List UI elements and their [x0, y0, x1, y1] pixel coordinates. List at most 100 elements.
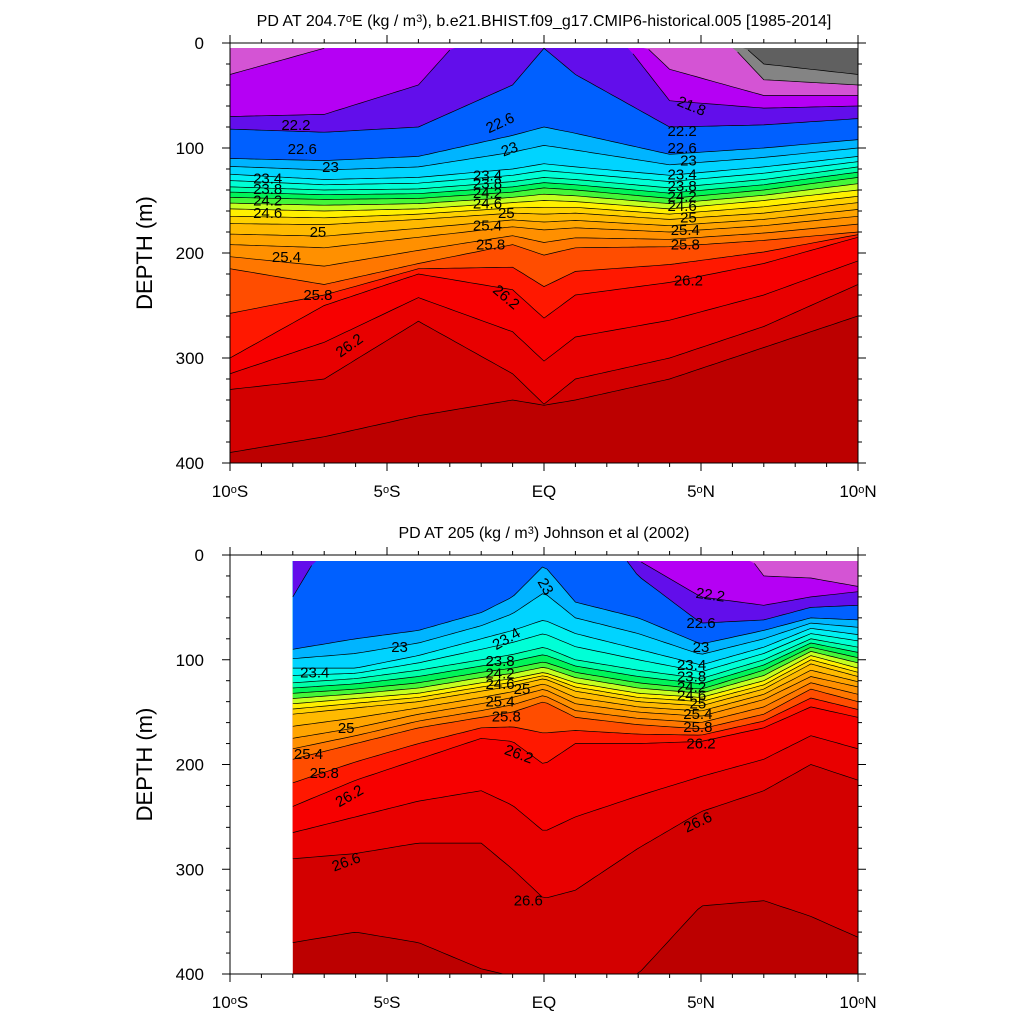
isopycnal-line — [230, 47, 858, 133]
contour-label: 24.2 — [485, 665, 514, 682]
contour-label: 24.6 — [473, 196, 502, 213]
y-tick-label: 200 — [176, 244, 204, 263]
isopycnal-line — [641, 561, 858, 606]
isopycnal-line — [292, 651, 858, 699]
contour-label: 24.2 — [677, 679, 706, 696]
x-tick-label: 5oS — [374, 993, 401, 1012]
x-tick-label: EQ — [532, 482, 557, 501]
contour-label: 24.6 — [253, 205, 282, 222]
isopycnal-line — [230, 236, 858, 359]
contour-label: 25 — [690, 696, 707, 713]
isopycnal-line — [230, 315, 858, 453]
isopycnal-line — [292, 764, 858, 899]
y-tick-label: 200 — [176, 756, 204, 775]
model-panel: 21.822.222.62323.423.824.224.62525.425.8… — [132, 13, 877, 501]
contour-label: 24.2 — [253, 193, 282, 210]
contour-label: 23.4 — [253, 170, 282, 187]
isopycnal-line — [292, 735, 858, 833]
isopycnal-line — [292, 642, 858, 689]
contour-label: 24.2 — [473, 185, 502, 202]
contour-label: 25.8 — [310, 765, 339, 782]
isopycnal-line — [230, 260, 858, 375]
isopycnal-line — [230, 231, 858, 285]
isopycnal-line — [230, 47, 858, 96]
x-tick-label: 5oN — [687, 993, 715, 1012]
y-tick-label: 300 — [176, 860, 204, 879]
contour-label: 25.4 — [272, 249, 301, 266]
isopycnal-line — [230, 189, 858, 212]
isopycnal-line — [292, 688, 858, 760]
contour-label: 25.4 — [485, 694, 514, 711]
isopycnal-line — [230, 145, 858, 171]
isopycnal-line — [230, 166, 858, 191]
isopycnal-line — [230, 183, 858, 206]
contour-label: 23 — [693, 639, 710, 656]
density-band — [292, 561, 858, 606]
contour-label: 25.4 — [473, 218, 502, 235]
contour-label: 25.8 — [303, 287, 332, 304]
contour-label: 24.6 — [485, 676, 514, 693]
isopycnal-line — [292, 646, 858, 694]
isopycnal-line — [292, 593, 858, 660]
isopycnal-line — [230, 234, 858, 314]
isopycnal-line — [230, 126, 858, 161]
contour-label: 23.8 — [485, 653, 514, 670]
isopycnal-line — [230, 202, 858, 225]
contour-label: 23 — [322, 159, 339, 176]
contour-label: 22.6 — [288, 141, 317, 158]
contour-label: 25.8 — [476, 237, 505, 254]
contour-label: 25 — [514, 681, 531, 698]
isopycnal-line — [292, 697, 858, 784]
x-tick-label: 10oS — [212, 482, 248, 501]
isopycnal-line — [230, 209, 858, 237]
y-tick-label: 400 — [176, 454, 204, 473]
panel-title: PD AT 205 (kg / m3) Johnson et al (2002) — [398, 525, 689, 542]
contour-label: 25 — [680, 209, 697, 226]
isopycnal-line — [292, 900, 858, 974]
isopycnal-line — [292, 620, 858, 669]
contour-label: 23.8 — [473, 176, 502, 193]
x-tick-label: 10oS — [212, 993, 248, 1012]
isopycnal-line — [292, 655, 858, 705]
contour-label: 25.8 — [683, 719, 712, 736]
contour-label: 25.4 — [294, 746, 323, 763]
isopycnal-line — [230, 177, 858, 200]
y-tick-label: 300 — [176, 349, 204, 368]
contour-label: 22.6 — [686, 615, 715, 632]
contour-label: 23.8 — [668, 178, 697, 195]
contour-label: 25.4 — [671, 222, 700, 239]
contour-label: 25 — [498, 205, 515, 222]
x-tick-label: 10oN — [839, 993, 876, 1012]
contour-label: 23.8 — [677, 669, 706, 686]
contour-label: 24.6 — [677, 687, 706, 704]
y-tick-label: 400 — [176, 965, 204, 984]
density-band — [230, 48, 858, 96]
isopycnal-line — [292, 676, 858, 739]
y-axis-label: DEPTH (m) — [132, 708, 157, 822]
isopycnal-line — [292, 566, 858, 650]
y-tick-label: 0 — [195, 546, 204, 565]
contour-label: 26.6 — [514, 893, 543, 910]
isopycnal-line — [230, 49, 858, 117]
y-tick-label: 0 — [195, 34, 204, 53]
contour-label: 25.8 — [671, 237, 700, 254]
density-band — [230, 48, 858, 75]
x-tick-label: EQ — [532, 993, 557, 1012]
contour-label: 23.4 — [668, 166, 697, 183]
contour-field: 21.822.222.62323.423.824.224.62525.425.8… — [230, 43, 858, 463]
isopycnal-line — [292, 669, 858, 727]
y-axis-label: DEPTH (m) — [132, 196, 157, 310]
isopycnal-line — [292, 706, 858, 807]
contour-label: 23 — [534, 575, 557, 598]
contour-label: 25 — [338, 720, 355, 737]
isopycnal-line — [292, 561, 858, 624]
isopycnal-line — [292, 633, 858, 676]
contour-label: 24.2 — [668, 188, 697, 205]
contour-label: 22.6 — [668, 140, 697, 157]
isopycnal-line — [230, 284, 858, 405]
isopycnal-line — [230, 215, 858, 249]
contour-label: 24.6 — [668, 198, 697, 215]
x-tick-label: 5oS — [374, 482, 401, 501]
